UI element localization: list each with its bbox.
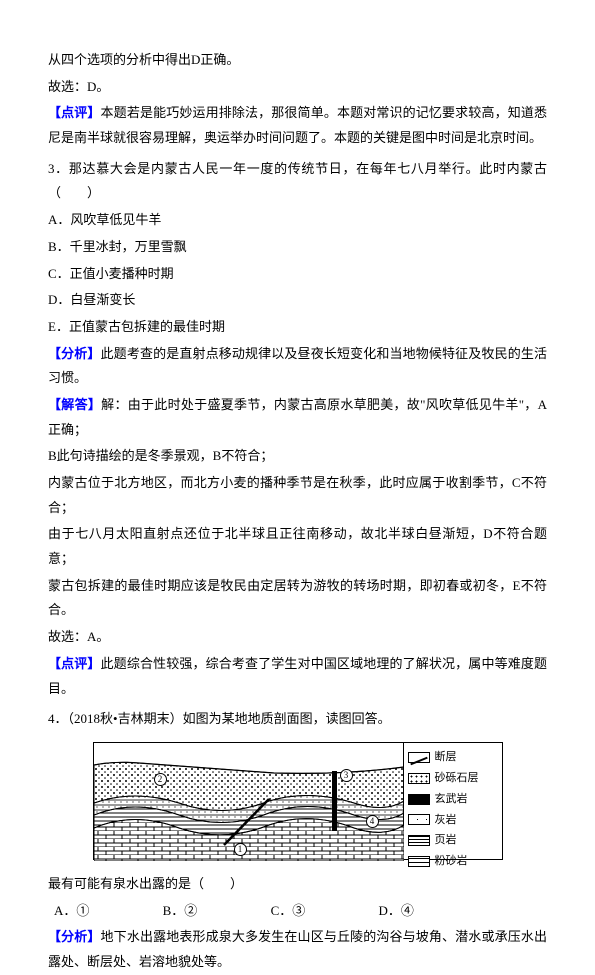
question-4: 4．（2018秋•吉林期末）如图为某地地质剖面图，读图回答。 (48, 707, 547, 732)
text-line: B此句诗描绘的是冬季景观，B不符合； (48, 444, 547, 469)
text-line: 故选：D。 (48, 75, 547, 100)
text-line: 蒙古包拆建的最佳时期应该是牧民由定居转为游牧的转场时期，即初春或初冬，E不符合。 (48, 574, 547, 623)
label-dianping: 【点评】 (48, 656, 101, 671)
dianping-text: 此题综合性较强，综合考查了学生对中国区域地理的了解状况，属中等难度题目。 (48, 656, 547, 696)
option-b: B．千里冰封，万里雪飘 (48, 235, 547, 260)
siltstone-icon (408, 856, 430, 867)
legend-item: 粉砂岩 (408, 851, 498, 872)
circle-1: 1 (234, 843, 247, 856)
label-fenxi: 【分析】 (48, 929, 101, 944)
legend-item: 砂砾石层 (408, 768, 498, 789)
geology-diagram: 1 2 3 4 断层 砂砾石层 玄武岩 灰岩 页岩 粉砂岩 (48, 742, 547, 860)
diagram-cross-section: 1 2 3 4 (94, 743, 404, 859)
label-jieda: 【解答】 (48, 397, 101, 412)
dianping-block: 【点评】本题若是能巧妙运用排除法，那很简单。本题对常识的记忆要求较高，知道悉尼是… (48, 101, 547, 150)
question-number: 4． (48, 711, 68, 726)
circle-4: 4 (366, 815, 379, 828)
legend-label: 玄武岩 (435, 789, 468, 810)
circle-3: 3 (340, 769, 353, 782)
label-dianping: 【点评】 (48, 105, 101, 120)
options-row: A．① B．② C．③ D．④ (48, 899, 547, 924)
fenxi-text: 此题考查的是直射点移动规律以及昼夜长短变化和当地物候特征及牧民的生活习惯。 (48, 346, 547, 386)
question-4-sub: 最有可能有泉水出露的是（ ） (48, 872, 547, 897)
option-e: E．正值蒙古包拆建的最佳时期 (48, 315, 547, 340)
option-d: D．白昼渐变长 (48, 288, 547, 313)
text-line: 故选：A。 (48, 625, 547, 650)
legend-item: 断层 (408, 747, 498, 768)
legend-label: 砂砾石层 (435, 768, 479, 789)
option-c: C．③ (271, 899, 306, 924)
legend-item: 页岩 (408, 830, 498, 851)
option-a: A．风吹草低见牛羊 (48, 208, 547, 233)
jieda-block: 【解答】解：由于此时处于盛夏季节，内蒙古高原水草肥美，故"风吹草低见牛羊"，A正… (48, 393, 547, 442)
gravel-icon (408, 773, 430, 784)
legend-label: 灰岩 (435, 810, 457, 831)
diagram-legend: 断层 砂砾石层 玄武岩 灰岩 页岩 粉砂岩 (404, 743, 502, 859)
dianping-block: 【点评】此题综合性较强，综合考查了学生对中国区域地理的了解状况，属中等难度题目。 (48, 652, 547, 701)
option-d: D．④ (378, 899, 413, 924)
fenxi-text: 地下水出露地表形成泉大多发生在山区与丘陵的沟谷与坡角、潜水或承压水出露处、断层处… (48, 929, 547, 969)
dianping-text: 本题若是能巧妙运用排除法，那很简单。本题对常识的记忆要求较高，知道悉尼是南半球就… (48, 105, 547, 145)
text-line: 内蒙古位于北方地区，而北方小麦的播种季节是在秋季，此时应属于收割季节，C不符合； (48, 471, 547, 520)
legend-label: 粉砂岩 (435, 851, 468, 872)
limestone-icon (408, 814, 430, 825)
shale-icon (408, 835, 430, 846)
circle-2: 2 (154, 773, 167, 786)
question-3: 3．那达慕大会是内蒙古人民一年一度的传统节日，在每年七八月举行。此时内蒙古（ ） (48, 157, 547, 206)
option-b: B．② (163, 899, 198, 924)
text-line: 由于七八月太阳直射点还位于北半球且正往南移动，故北半球白昼渐短，D不符合题意； (48, 522, 547, 571)
label-fenxi: 【分析】 (48, 346, 101, 361)
fenxi-block: 【分析】地下水出露地表形成泉大多发生在山区与丘陵的沟谷与坡角、潜水或承压水出露处… (48, 925, 547, 974)
question-text: （2018秋•吉林期末）如图为某地地质剖面图，读图回答。 (68, 711, 391, 726)
question-text: 那达慕大会是内蒙古人民一年一度的传统节日，在每年七八月举行。此时内蒙古（ ） (48, 161, 547, 201)
fenxi-block: 【分析】此题考查的是直射点移动规律以及昼夜长短变化和当地物候特征及牧民的生活习惯… (48, 342, 547, 391)
jieda-text: 解：由于此时处于盛夏季节，内蒙古高原水草肥美，故"风吹草低见牛羊"，A正确； (48, 397, 547, 437)
question-number: 3． (48, 161, 69, 176)
legend-item: 玄武岩 (408, 789, 498, 810)
basalt-icon (408, 794, 430, 805)
fault-icon (408, 752, 430, 763)
legend-item: 灰岩 (408, 810, 498, 831)
option-a: A．① (54, 899, 89, 924)
legend-label: 断层 (435, 747, 457, 768)
text-line: 从四个选项的分析中得出D正确。 (48, 48, 547, 73)
option-c: C．正值小麦播种时期 (48, 262, 547, 287)
legend-label: 页岩 (435, 830, 457, 851)
